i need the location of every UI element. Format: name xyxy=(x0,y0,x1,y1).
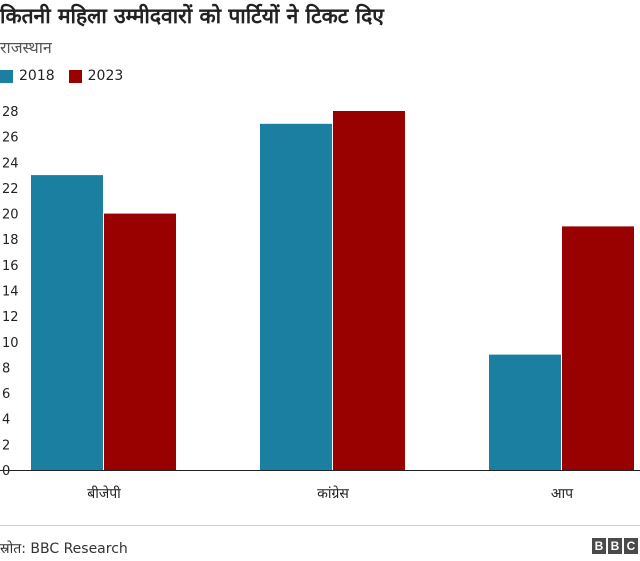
y-tick-label: 0 xyxy=(2,464,10,479)
y-tick-label: 12 xyxy=(2,310,19,325)
legend: 2018 2023 xyxy=(0,68,137,84)
legend-swatch-2023 xyxy=(68,69,82,83)
bar-2018-0 xyxy=(31,175,103,470)
y-tick-label: 20 xyxy=(2,208,19,223)
bbc-logo-block: C xyxy=(624,538,638,554)
legend-swatch-2018 xyxy=(0,69,13,83)
y-tick-label: 28 xyxy=(2,105,19,120)
y-tick-label: 24 xyxy=(2,156,19,171)
bbc-logo: B B C xyxy=(592,538,638,554)
bar-2023-2 xyxy=(562,226,634,470)
bar-2018-2 xyxy=(489,354,561,470)
bar-2018-1 xyxy=(260,123,332,471)
x-category-label: कांग्रेस xyxy=(317,485,349,502)
chart-title: कितनी महिला उम्मीदवारों को पार्टियों ने … xyxy=(0,4,384,28)
legend-label-2018: 2018 xyxy=(19,68,55,84)
legend-item-2018: 2018 xyxy=(0,68,55,84)
bbc-logo-block: B xyxy=(608,538,622,554)
footer-divider xyxy=(0,525,640,526)
y-tick-label: 10 xyxy=(2,336,19,351)
legend-label-2023: 2023 xyxy=(87,68,124,84)
y-tick-label: 26 xyxy=(2,131,19,146)
y-tick-label: 22 xyxy=(2,182,19,197)
y-tick-label: 18 xyxy=(2,233,19,248)
source-note: स्रोत: BBC Research xyxy=(0,541,128,557)
y-tick-label: 2 xyxy=(2,438,10,453)
y-tick-label: 4 xyxy=(2,413,10,428)
y-tick-label: 16 xyxy=(2,259,19,274)
chart-subtitle: राजस्थान xyxy=(0,38,52,57)
bar-2023-1 xyxy=(333,111,405,470)
y-tick-label: 6 xyxy=(2,387,10,402)
bbc-logo-block: B xyxy=(592,538,606,554)
bar-2023-0 xyxy=(104,213,176,471)
x-category-label: आप xyxy=(551,486,574,502)
x-category-label: बीजेपी xyxy=(87,485,121,502)
y-tick-label: 8 xyxy=(2,361,10,376)
y-tick-label: 14 xyxy=(2,285,19,300)
legend-item-2023: 2023 xyxy=(68,68,124,84)
